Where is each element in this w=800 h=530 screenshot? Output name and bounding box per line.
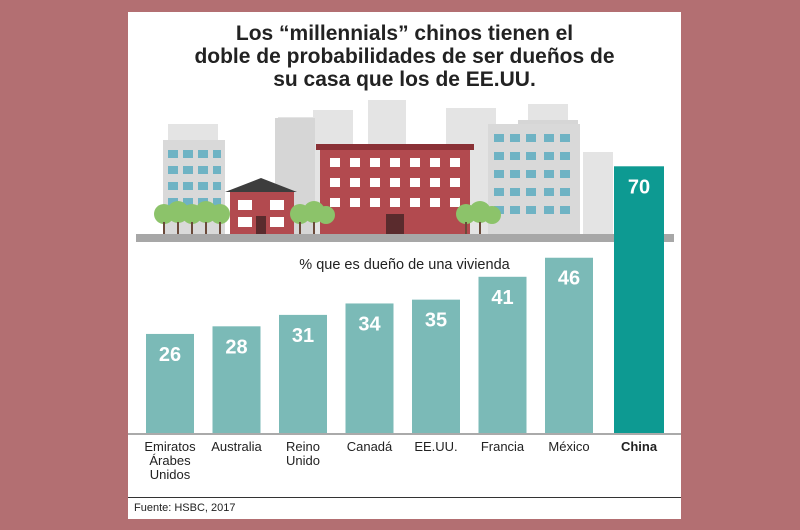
bar-value-label: 41 [491,287,513,309]
bar-value-label: 28 [225,336,247,358]
bar-4 [345,303,394,433]
bar-value-label: 70 [628,176,650,198]
city-illustration [136,100,674,242]
category-label: EE.UU. [414,439,457,454]
category-label: Francia [481,439,525,454]
bar-value-label: 46 [558,268,580,290]
category-label: México [548,439,589,454]
title-line: Los “millennials” chinos tienen el [235,22,574,45]
category-label: Reino Unido [286,439,320,468]
bar-5 [412,299,460,433]
bar-8 [614,166,664,434]
category-label: Emiratos Árabes Unidos [144,439,196,482]
chart-title: Los “millennials” chinos tienen el doble… [128,22,681,91]
chart-subtitle: % que es dueño de una vivienda [299,257,510,273]
infographic-card: Los “millennials” chinos tienen el doble… [128,12,681,519]
bar-3 [279,314,327,433]
title-line: su casa que los de EE.UU. [273,68,536,91]
bar-value-label: 26 [159,344,181,366]
bar-value-label: 31 [292,325,314,347]
category-label: Australia [211,439,262,454]
source-note: Fuente: HSBC, 2017 [128,497,681,514]
bar-2 [212,326,261,433]
title-line: doble de probabilidades de ser dueños de [194,45,615,68]
bar-7 [545,257,593,433]
bar-value-label: 34 [358,313,381,335]
bar-6 [478,276,527,433]
category-label: China [621,439,658,454]
bar-chart: 26 Emiratos Árabes Unidos 28 Australia 31 Reino… [128,166,681,482]
bar-1 [146,333,194,433]
bar-value-label: 35 [425,310,447,332]
category-label: Canadá [347,439,393,454]
